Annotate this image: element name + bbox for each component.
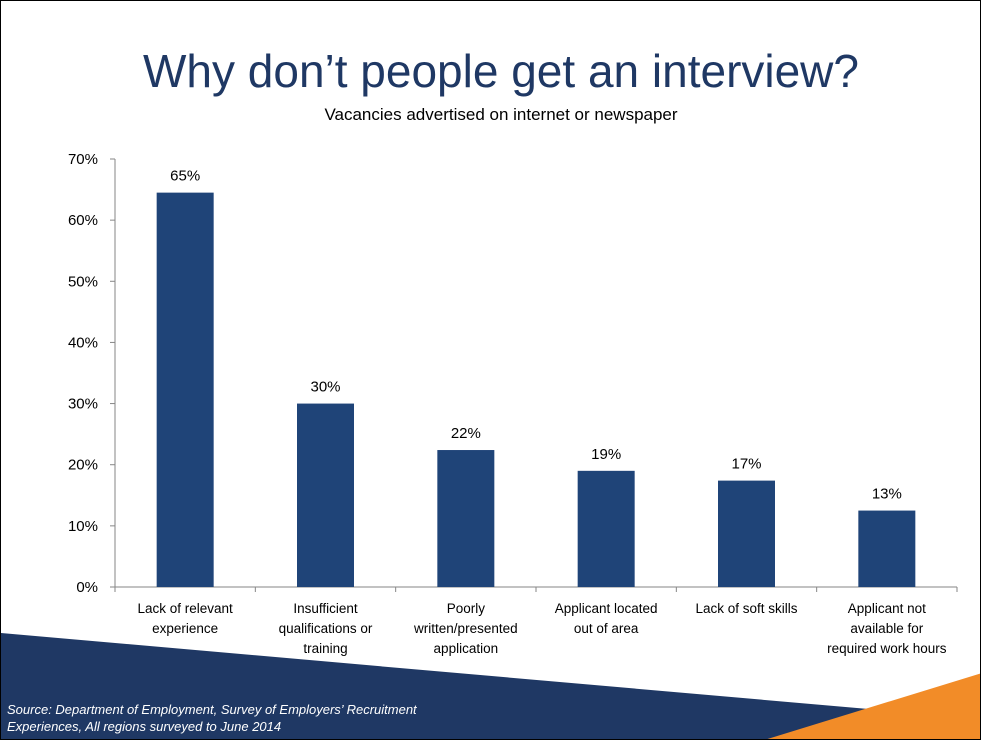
data-label: 30% (310, 379, 340, 396)
bar (297, 403, 354, 587)
bar (156, 192, 214, 587)
y-tick-label: 0% (76, 579, 98, 596)
source-note: Source: Department of Employment, Survey… (7, 701, 567, 735)
x-tick-label: Applicant not available for required work … (827, 601, 947, 656)
page-title: Why don’t people get an interview? (143, 45, 859, 97)
bars (156, 192, 916, 587)
x-tick-label: Poorly written/presented application (413, 601, 518, 656)
y-tick-label: 40% (68, 334, 98, 351)
data-label: 19% (591, 446, 621, 463)
data-label: 65% (170, 168, 200, 185)
chart-subtitle: Vacancies advertised on internet or news… (324, 105, 678, 124)
bar (437, 450, 495, 587)
data-label: 17% (731, 456, 761, 473)
x-tick-label: Lack of soft skills (695, 601, 797, 616)
y-tick-label: 60% (68, 212, 98, 229)
x-tick-label: Lack of relevant experience (138, 601, 234, 636)
y-tick-label: 50% (68, 273, 98, 290)
footer-accent (767, 673, 980, 739)
footer-decoration (1, 633, 980, 739)
y-tick-label: 10% (68, 518, 98, 535)
y-tick-label: 70% (68, 151, 98, 168)
source-line-2: Experiences, All regions surveyed to Jun… (7, 719, 282, 734)
x-axis: Lack of relevant experience Insufficient qu… (114, 587, 958, 656)
bar (577, 470, 635, 587)
y-axis: 0% 10% 20% 30% 40% 50% 60% 70% (68, 151, 115, 596)
data-label: 13% (872, 486, 902, 503)
x-tick-label: Insufficient qualifications or training (279, 601, 373, 656)
source-line-1: Source: Department of Employment, Survey… (7, 702, 417, 717)
y-tick-label: 30% (68, 396, 98, 413)
y-tick-label: 20% (68, 457, 98, 474)
x-tick-label: Applicant located out of area (555, 601, 658, 636)
data-label: 22% (451, 425, 481, 442)
footer-band (1, 633, 980, 739)
bar (718, 480, 775, 587)
bar (858, 510, 916, 587)
data-labels: 65% 30% 22% 19% 17% 13% (170, 168, 902, 503)
